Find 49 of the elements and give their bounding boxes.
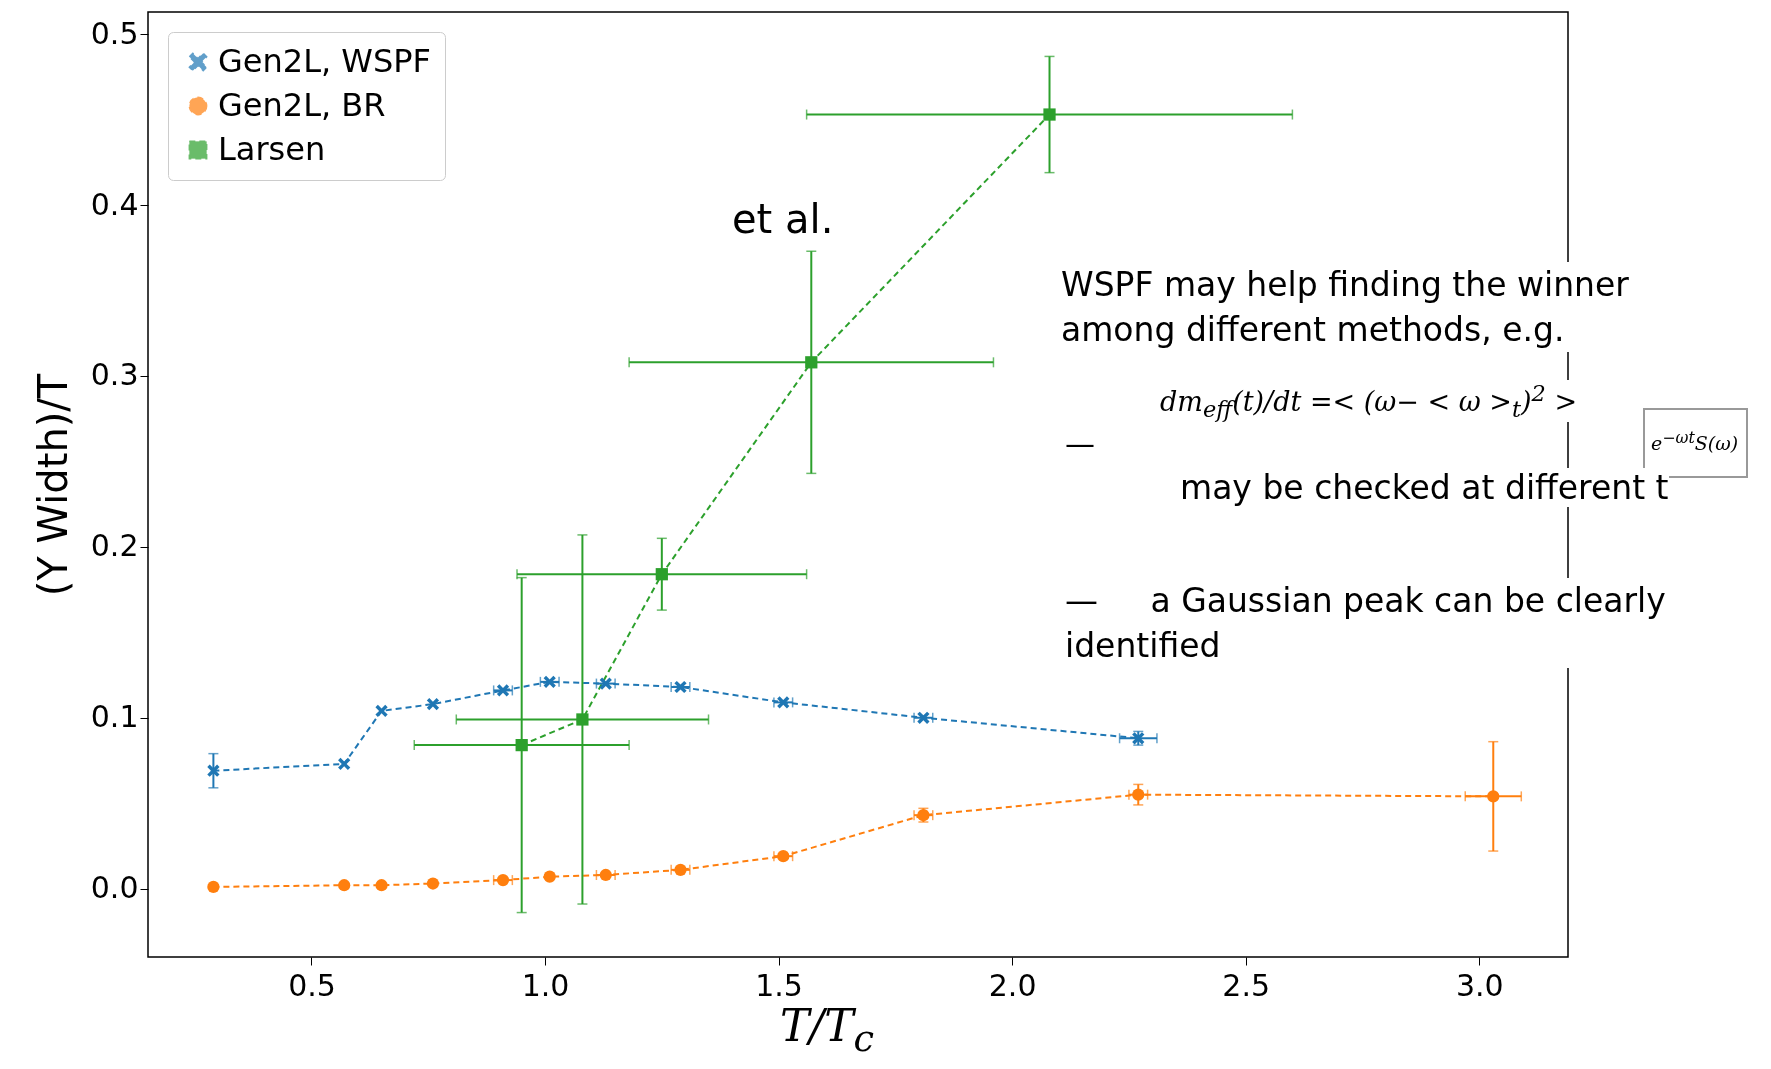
y-tick-label: 0.2: [90, 528, 139, 564]
point: [338, 879, 351, 892]
x-tick-label: 1.5: [755, 967, 803, 1003]
point: [1132, 788, 1145, 801]
point: [496, 684, 510, 697]
y-tick-label: 0.0: [90, 870, 139, 906]
point: [599, 868, 612, 882]
y-tick-label: 0.3: [90, 357, 139, 393]
x-tick-label: 0.5: [288, 967, 336, 1003]
x-axis-title: T/T$_{c}$: [780, 1000, 875, 1060]
y-axis-title: (Υ Width)/T: [29, 373, 76, 597]
point: [1487, 790, 1500, 803]
point: [805, 356, 818, 369]
point: [674, 863, 687, 876]
point: [207, 880, 220, 894]
point: [543, 870, 556, 883]
point: [655, 568, 668, 581]
annotation: dm$_{eff}$(t)/dt =< (ω− < ω >$_{t}$)$^{2}$ >: [1160, 380, 1578, 423]
annotation: may be checked at different t: [1180, 468, 1669, 507]
annotation: —: [1065, 426, 1095, 461]
y-tick-label: 0.1: [90, 699, 139, 735]
point: [777, 696, 790, 709]
point: [576, 713, 589, 726]
point: [515, 738, 528, 752]
point: [1043, 108, 1056, 121]
legend-label: Gen2L, WSPF: [218, 42, 431, 80]
legend-label: Larsen: [218, 130, 326, 168]
x-tick-label: 1.0: [521, 967, 570, 1003]
point: [426, 697, 440, 711]
annotation: WSPF may help finding the winner among different methods, e.g.: [1061, 262, 1681, 352]
point: [777, 850, 790, 863]
point: [543, 675, 556, 688]
x-tick-label: 2.0: [988, 967, 1037, 1003]
point: [917, 711, 930, 724]
point: [426, 877, 440, 890]
annotation: — a Gaussian peak can be clearly identified: [1065, 578, 1725, 668]
text: e$^{−ωt}$S(ω): [1651, 428, 1739, 455]
legend-label: Gen2L, BR: [218, 86, 386, 124]
x-tick-label: 2.5: [1222, 967, 1271, 1003]
point: [496, 873, 510, 887]
point: [599, 677, 612, 690]
point: [375, 879, 388, 892]
y-tick-label: 0.5: [90, 15, 139, 51]
annotation: et al.: [732, 196, 834, 242]
y-tick-label: 0.4: [90, 186, 139, 222]
point: [207, 764, 220, 777]
x-tick-label: 3.0: [1455, 967, 1504, 1003]
point: [375, 704, 388, 718]
point: [338, 757, 351, 771]
